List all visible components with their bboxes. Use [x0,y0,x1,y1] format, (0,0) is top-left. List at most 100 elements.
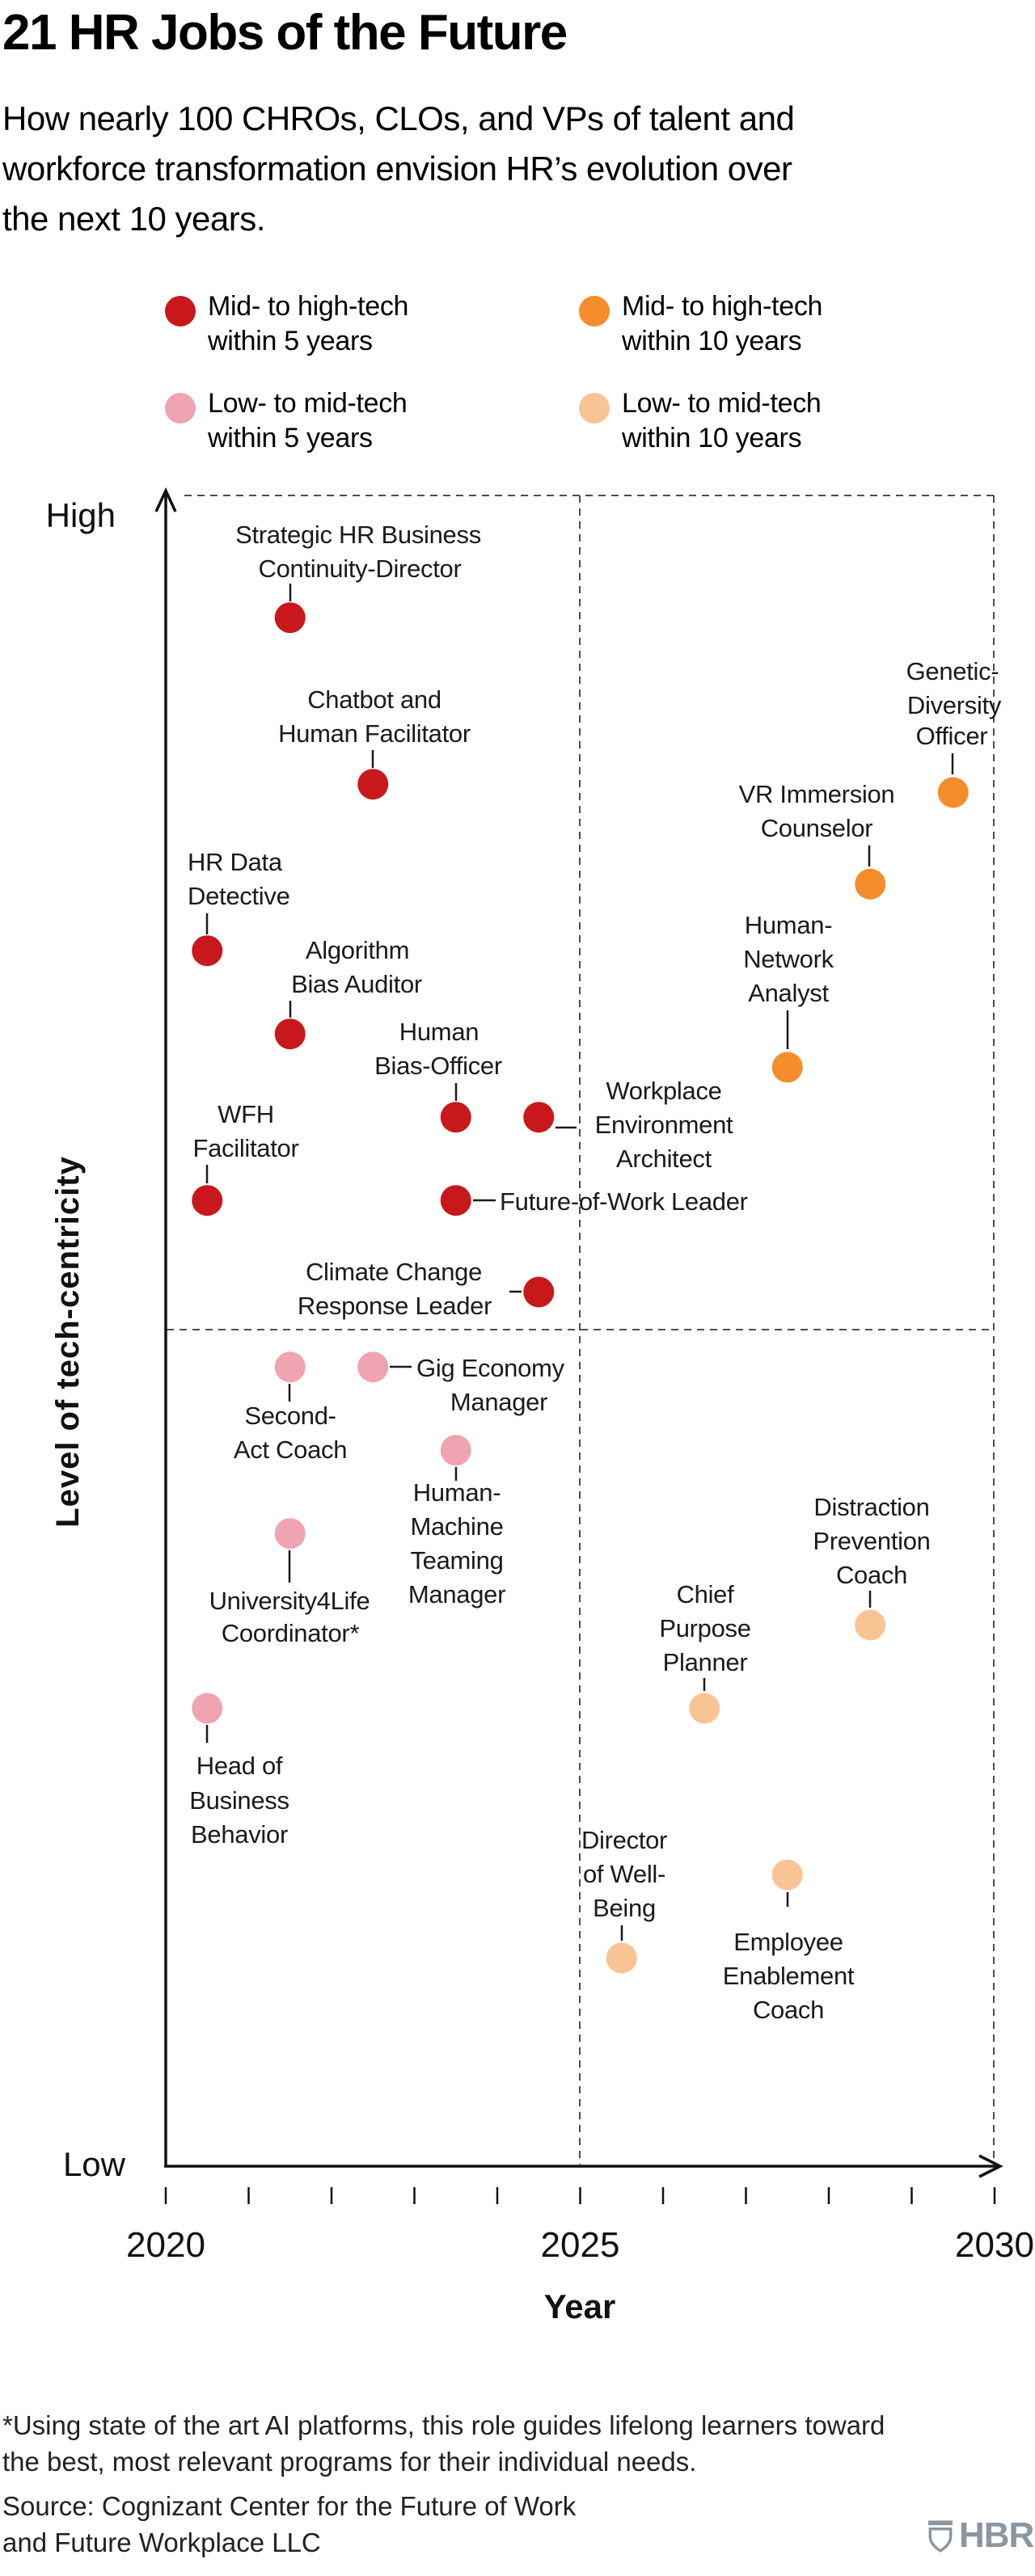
data-point-label: Architect [616,1145,712,1173]
data-point [440,1435,471,1466]
x-tick-label: 2030 [955,2225,1034,2265]
hbr-logo: HBR [928,2515,1034,2555]
data-point-label: VR Immersion [739,780,895,808]
data-point-label: Strategic HR Business [235,521,481,549]
page-subtitle: How nearly 100 CHROs, CLOs, and VPs of t… [2,94,795,244]
x-tick-label: 2025 [541,2225,620,2265]
data-point [440,1185,471,1216]
data-point-label: Response Leader [298,1292,492,1320]
data-point [192,1185,223,1216]
data-point [771,1859,803,1891]
legend-label-low-mid-5: Low- to mid-tech within 5 years [208,388,408,453]
legend-dot-mid-high-10 [579,296,610,327]
data-point [274,1351,306,1383]
data-point-label: Teaming [410,1546,503,1575]
data-point [689,1693,720,1724]
data-point-label: WFH [218,1100,274,1128]
data-point [523,1276,555,1308]
data-point-label: Genetic- [906,657,999,685]
data-point [274,602,306,634]
data-point-label: Machine [410,1512,503,1541]
hbr-logo-text: HBR [959,2515,1034,2555]
data-point-label: Algorithm [306,936,409,964]
data-point-label: Human Facilitator [278,719,471,748]
legend-dot-mid-high-5 [165,296,196,327]
data-point-label: Manager [408,1580,505,1608]
y-low-label: Low [63,2145,126,2183]
data-point-label: Chatbot and [307,685,441,714]
data-point-label: Gig Economy [416,1354,565,1382]
data-point-label: Second- [244,1402,336,1430]
data-point-label: Employee [733,1928,843,1956]
data-point [357,769,389,800]
data-point-label: Head of [196,1752,283,1780]
data-point-label: University4Life [209,1587,370,1615]
subtitle-line: the next 10 years. [2,200,265,238]
legend-label-mid-high-10: Mid- to high-tech within 10 years [622,291,823,356]
data-point [274,1518,306,1549]
data-point-label: Climate Change [306,1258,482,1286]
data-point-label: Bias-Officer [374,1052,502,1080]
data-point-label: Diversity [907,691,1002,719]
data-point-label: of Well- [583,1860,665,1888]
data-point-label: Environment [595,1111,733,1139]
data-point-label: Purpose [659,1614,750,1642]
x-axis-title: Year [544,2287,616,2325]
data-point-label: Officer [916,722,988,750]
source-credit: Source: Cognizant Center for the Future … [2,2491,577,2557]
data-point [523,1102,555,1133]
x-tick-label: 2020 [126,2225,205,2265]
data-point-label: Manager [450,1388,547,1416]
data-point-label: Facilitator [192,1134,298,1162]
y-axis-arrow [154,487,177,512]
legend-dot-low-mid-10 [579,393,610,424]
data-point [440,1102,471,1133]
legend-label-low-mid-10: Low- to mid-tech within 10 years [622,388,822,453]
data-point-label: Human- [413,1478,501,1507]
data-point-label: Prevention [813,1527,930,1555]
data-point [274,1018,306,1050]
data-point [937,777,969,808]
data-point-label: Business [189,1786,289,1815]
data-point-label: Director [581,1826,667,1854]
footnote: *Using state of the art AI platforms, th… [2,2410,885,2477]
data-point-label: Chief [677,1580,735,1608]
data-point [192,935,223,967]
data-point [771,1052,803,1083]
data-point-label: Future-of-Work Leader [500,1187,748,1216]
legend-dot-low-mid-5 [165,393,196,424]
data-point-label: Act Coach [234,1436,347,1464]
y-axis-title: Level of tech-centricity [50,1156,86,1528]
data-point-label: Human- [745,911,832,939]
data-point-label: HR Data [188,848,283,876]
data-point-label: Continuity-Director [259,554,462,583]
page-title: 21 HR Jobs of the Future [2,5,568,61]
y-high-label: High [46,496,116,534]
x-axis-arrow [978,2154,1003,2178]
data-point-label: Bias Auditor [291,970,422,998]
data-point-label: Coach [753,1996,824,2024]
subtitle-line: How nearly 100 CHROs, CLOs, and VPs of t… [2,99,795,137]
data-point-label: Behavior [191,1820,288,1849]
data-point-label: Analyst [748,979,829,1007]
data-point [606,1942,637,1974]
data-point-label: Coordinator* [222,1619,360,1647]
data-point-label: Planner [663,1648,748,1676]
legend-label-mid-high-5: Mid- to high-tech within 5 years [208,291,409,356]
data-point-label: Workplace [606,1077,721,1105]
data-point-label: Counselor [761,814,873,842]
data-point [855,868,886,900]
data-point-label: Human [399,1018,479,1046]
data-point-label: Being [593,1894,656,1922]
hbr-shield-icon [928,2520,953,2553]
subtitle-line: workforce transformation envision HR’s e… [2,150,792,188]
data-point-label: Detective [188,882,290,910]
data-point [192,1693,223,1724]
data-point-label: Enablement [723,1962,855,1990]
data-point [855,1609,886,1641]
data-point [357,1351,389,1383]
data-point-label: Distraction [813,1493,929,1521]
data-point-label: Coach [836,1561,907,1589]
data-point-label: Network [743,945,834,973]
